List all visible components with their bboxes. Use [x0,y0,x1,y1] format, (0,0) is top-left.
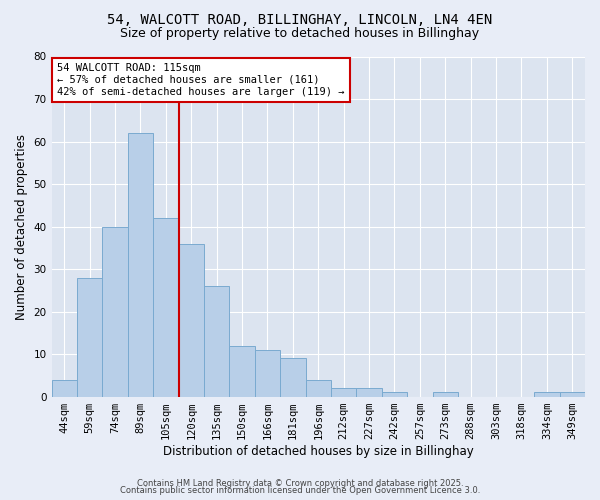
Bar [560,392,585,396]
Bar [255,350,280,397]
Bar [128,133,153,396]
Bar [433,392,458,396]
X-axis label: Distribution of detached houses by size in Billinghay: Distribution of detached houses by size … [163,444,473,458]
Bar [52,380,77,396]
Bar [153,218,179,396]
Bar [305,380,331,396]
Bar [382,392,407,396]
Text: Contains HM Land Registry data © Crown copyright and database right 2025.: Contains HM Land Registry data © Crown c… [137,478,463,488]
Bar [331,388,356,396]
Bar [534,392,560,396]
Bar [356,388,382,396]
Text: Size of property relative to detached houses in Billinghay: Size of property relative to detached ho… [121,28,479,40]
Bar [77,278,103,396]
Bar [229,346,255,397]
Text: 54 WALCOTT ROAD: 115sqm
← 57% of detached houses are smaller (161)
42% of semi-d: 54 WALCOTT ROAD: 115sqm ← 57% of detache… [57,64,344,96]
Y-axis label: Number of detached properties: Number of detached properties [15,134,28,320]
Text: 54, WALCOTT ROAD, BILLINGHAY, LINCOLN, LN4 4EN: 54, WALCOTT ROAD, BILLINGHAY, LINCOLN, L… [107,12,493,26]
Bar [280,358,305,397]
Text: Contains public sector information licensed under the Open Government Licence 3.: Contains public sector information licen… [120,486,480,495]
Bar [179,244,204,396]
Bar [204,286,229,397]
Bar [103,226,128,396]
